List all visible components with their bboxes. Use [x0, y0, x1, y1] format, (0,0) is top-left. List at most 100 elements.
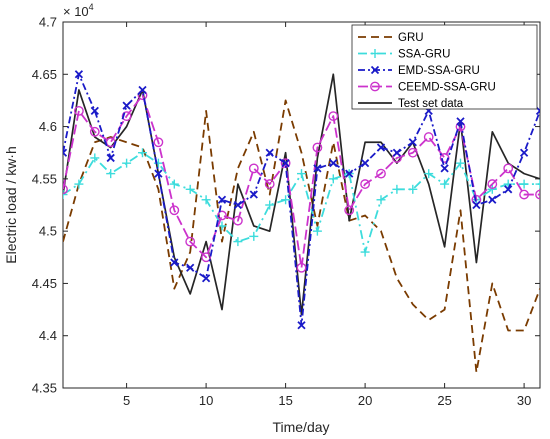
- data-point-emd-ssa-gru: [281, 159, 290, 168]
- y-tick-label: 4.4: [39, 328, 57, 343]
- legend-marker: [370, 49, 380, 58]
- data-point-ceemd-ssa-gru: [376, 168, 386, 179]
- data-point-ssa-gru: [312, 226, 322, 236]
- legend-marker: [370, 81, 380, 92]
- data-point-ceemd-ssa-gru: [296, 262, 307, 273]
- data-point-emd-ssa-gru: [186, 263, 195, 272]
- data-point-ssa-gru: [233, 237, 243, 247]
- axes-layer: 4.35 4.4 4.45 4.5 4.55 4.6 4.65 4.7 5 10 15 20 25 30: [32, 15, 540, 408]
- data-point-emd-ssa-gru: [504, 185, 513, 194]
- x-tick-label: 25: [437, 393, 451, 408]
- data-point-emd-ssa-gru: [154, 169, 163, 178]
- data-point-emd-ssa-gru: [233, 200, 243, 210]
- data-point-ssa-gru: [217, 221, 227, 231]
- x-axis-label: Time/day: [272, 419, 329, 435]
- series-ssa-gru: [63, 148, 540, 257]
- data-point-ssa-gru: [153, 158, 163, 168]
- data-point-emd-ssa-gru: [440, 164, 449, 173]
- data-point-emd-ssa-gru: [360, 159, 370, 168]
- data-point-emd-ssa-gru: [535, 106, 540, 116]
- data-point-ceemd-ssa-gru: [185, 236, 196, 247]
- data-point-ceemd-ssa-gru: [153, 137, 164, 148]
- data-point-emd-ssa-gru: [392, 148, 402, 157]
- y-axis-label: Electric load / kw·h: [3, 146, 19, 263]
- data-point-emd-ssa-gru: [519, 148, 529, 157]
- data-point-emd-ssa-gru: [217, 195, 227, 204]
- data-point-ssa-gru: [90, 153, 100, 163]
- data-point-ceemd-ssa-gru: [89, 126, 100, 137]
- data-point-emd-ssa-gru: [329, 159, 338, 168]
- data-point-emd-ssa-gru: [170, 258, 179, 267]
- data-point-ssa-gru: [169, 179, 179, 189]
- data-point-ceemd-ssa-gru: [232, 215, 243, 226]
- series-ceemd-ssa-gru: [63, 90, 540, 273]
- legend-entry-test-set-data: Test set data: [358, 98, 464, 110]
- data-point-ceemd-ssa-gru: [360, 179, 370, 189]
- data-point-emd-ssa-gru: [376, 143, 386, 152]
- data-point-emd-ssa-gru: [74, 70, 84, 79]
- data-point-emd-ssa-gru: [265, 148, 274, 157]
- data-point-ceemd-ssa-gru: [264, 179, 275, 189]
- data-point-ssa-gru: [408, 184, 418, 194]
- data-point-ssa-gru: [424, 169, 434, 179]
- series-emd-ssa-gru: [63, 70, 540, 330]
- legend-entries: GRU SSA-GRU EMD-SSA-GRU CEEMD-SSA-GRU Test s…: [358, 32, 496, 110]
- data-point-ceemd-ssa-gru: [312, 142, 323, 153]
- legend-marker: [370, 65, 380, 75]
- data-point-ceemd-ssa-gru: [201, 252, 212, 263]
- data-point-ssa-gru: [74, 179, 84, 189]
- data-point-ssa-gru: [487, 184, 497, 194]
- legend-box: [351, 24, 538, 110]
- series-gru: [63, 99, 540, 374]
- data-point-ssa-gru: [440, 179, 450, 189]
- legend-entry-ssa-gru: SSA-GRU: [358, 49, 450, 61]
- legend-label: SSA-GRU: [398, 49, 450, 61]
- data-point-ssa-gru: [122, 158, 132, 168]
- y-tick-label: 4.35: [32, 381, 57, 396]
- data-point-ssa-gru: [519, 179, 529, 189]
- legend-entry-gru: GRU: [358, 32, 424, 44]
- data-point-ceemd-ssa-gru: [519, 189, 529, 200]
- data-point-ssa-gru: [535, 179, 540, 189]
- data-point-ceemd-ssa-gru: [423, 132, 434, 142]
- data-point-emd-ssa-gru: [456, 117, 465, 126]
- legend-label: Test set data: [398, 98, 464, 110]
- data-point-ssa-gru: [265, 200, 275, 210]
- data-point-ssa-gru: [328, 174, 338, 184]
- legend-label: CEEMD-SSA-GRU: [398, 82, 496, 94]
- data-point-ceemd-ssa-gru: [344, 205, 355, 216]
- data-point-ceemd-ssa-gru: [121, 111, 132, 122]
- legend-entry-emd-ssa-gru: EMD-SSA-GRU: [358, 65, 480, 77]
- data-point-emd-ssa-gru: [345, 169, 354, 178]
- data-point-ceemd-ssa-gru: [407, 147, 418, 158]
- data-point-ceemd-ssa-gru: [74, 105, 84, 116]
- x-tick-label: 10: [199, 393, 213, 408]
- series-layer: [63, 70, 540, 374]
- data-point-ssa-gru: [392, 184, 402, 194]
- data-point-emd-ssa-gru: [472, 200, 481, 210]
- data-point-ssa-gru: [297, 169, 306, 179]
- data-point-emd-ssa-gru: [106, 153, 115, 163]
- data-point-emd-ssa-gru: [138, 85, 147, 95]
- data-point-ceemd-ssa-gru: [487, 179, 498, 189]
- legend-label: EMD-SSA-GRU: [398, 65, 480, 77]
- y-tick-label: 4.6: [39, 119, 57, 134]
- y-tick-label: 4.55: [32, 171, 57, 186]
- x-tick-label: 20: [358, 393, 372, 408]
- data-point-emd-ssa-gru: [201, 274, 211, 283]
- data-point-ssa-gru: [376, 195, 386, 205]
- series-line-gru: [63, 99, 540, 374]
- x-tick-label: 5: [123, 393, 130, 408]
- data-point-emd-ssa-gru: [90, 106, 99, 116]
- legend-entry-ceemd-ssa-gru: CEEMD-SSA-GRU: [358, 82, 496, 94]
- data-point-emd-ssa-gru: [313, 164, 322, 173]
- data-point-ceemd-ssa-gru: [63, 184, 68, 195]
- data-point-emd-ssa-gru: [122, 101, 131, 110]
- data-point-ssa-gru: [106, 169, 116, 179]
- data-point-emd-ssa-gru: [63, 148, 68, 157]
- data-point-ssa-gru: [185, 184, 195, 194]
- series-line-ceemd-ssa-gru: [63, 94, 540, 269]
- data-point-ssa-gru: [360, 247, 370, 257]
- data-point-ceemd-ssa-gru: [535, 189, 540, 200]
